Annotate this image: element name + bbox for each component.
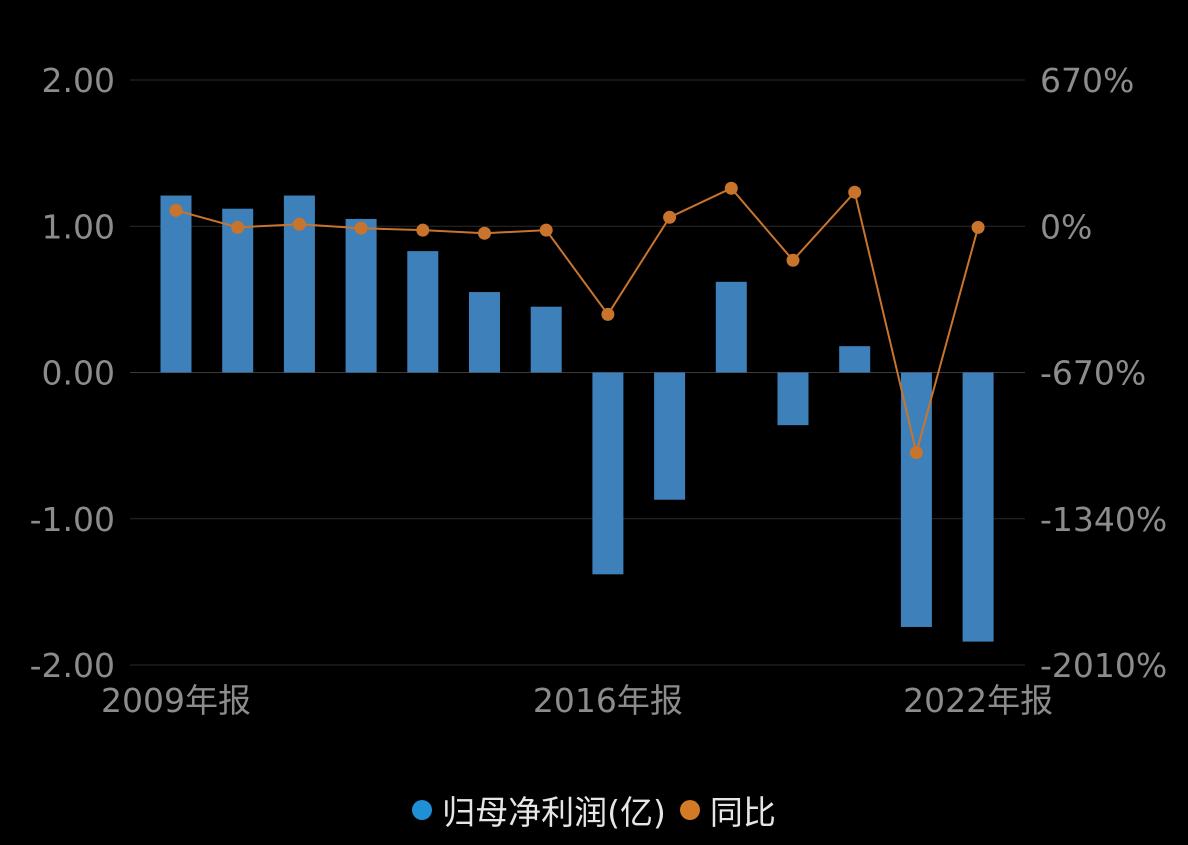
bar <box>160 195 192 373</box>
left-tick-label: 1.00 <box>42 207 115 246</box>
yoy-point <box>786 253 800 267</box>
right-tick-label: -2010% <box>1040 646 1167 685</box>
bar <box>962 372 994 642</box>
bar <box>345 218 377 373</box>
right-tick-label: 670% <box>1040 61 1134 100</box>
legend: 归母净利润(亿) 同比 <box>0 786 1188 834</box>
x-tick-label: 2022年报 <box>903 681 1053 720</box>
bar <box>654 372 686 500</box>
legend-item-profit[interactable]: 归母净利润(亿) <box>412 786 666 834</box>
yoy-point <box>724 181 738 195</box>
right-tick-label: -1340% <box>1040 500 1167 539</box>
legend-label-yoy: 同比 <box>709 793 776 832</box>
bar <box>222 208 254 373</box>
left-tick-label: 0.00 <box>42 354 115 393</box>
yoy-line <box>175 187 980 453</box>
right-tick-label: -670% <box>1040 354 1146 393</box>
yoy-point <box>971 220 985 234</box>
yoy-point <box>601 307 615 321</box>
x-tick-label: 2016年报 <box>533 681 683 720</box>
right-tick-label: 0% <box>1040 207 1092 246</box>
legend-item-yoy[interactable]: 同比 <box>679 786 776 834</box>
bar <box>777 372 809 426</box>
yoy-point <box>169 203 183 217</box>
bar <box>407 251 439 373</box>
yoy-point <box>416 223 430 237</box>
legend-dot-profit <box>412 800 433 820</box>
left-tick-label: 2.00 <box>42 61 115 100</box>
x-tick-label: 2009年报 <box>101 681 251 720</box>
legend-dot-yoy <box>679 800 700 820</box>
yoy-point <box>231 220 245 234</box>
yoy-point <box>292 217 306 231</box>
yoy-point <box>663 210 677 224</box>
yoy-point <box>354 221 368 235</box>
yoy-point <box>539 223 553 237</box>
yoy-point <box>478 226 491 240</box>
bar <box>469 292 500 373</box>
yoy-point <box>848 185 862 199</box>
bar <box>592 372 624 575</box>
bar <box>839 346 871 373</box>
left-tick-label: -1.00 <box>30 500 115 539</box>
bar <box>530 306 562 373</box>
left-tick-label: -2.00 <box>30 646 115 685</box>
legend-label-profit: 归母净利润(亿) <box>442 793 666 832</box>
bar <box>715 281 747 373</box>
yoy-point <box>909 446 923 460</box>
